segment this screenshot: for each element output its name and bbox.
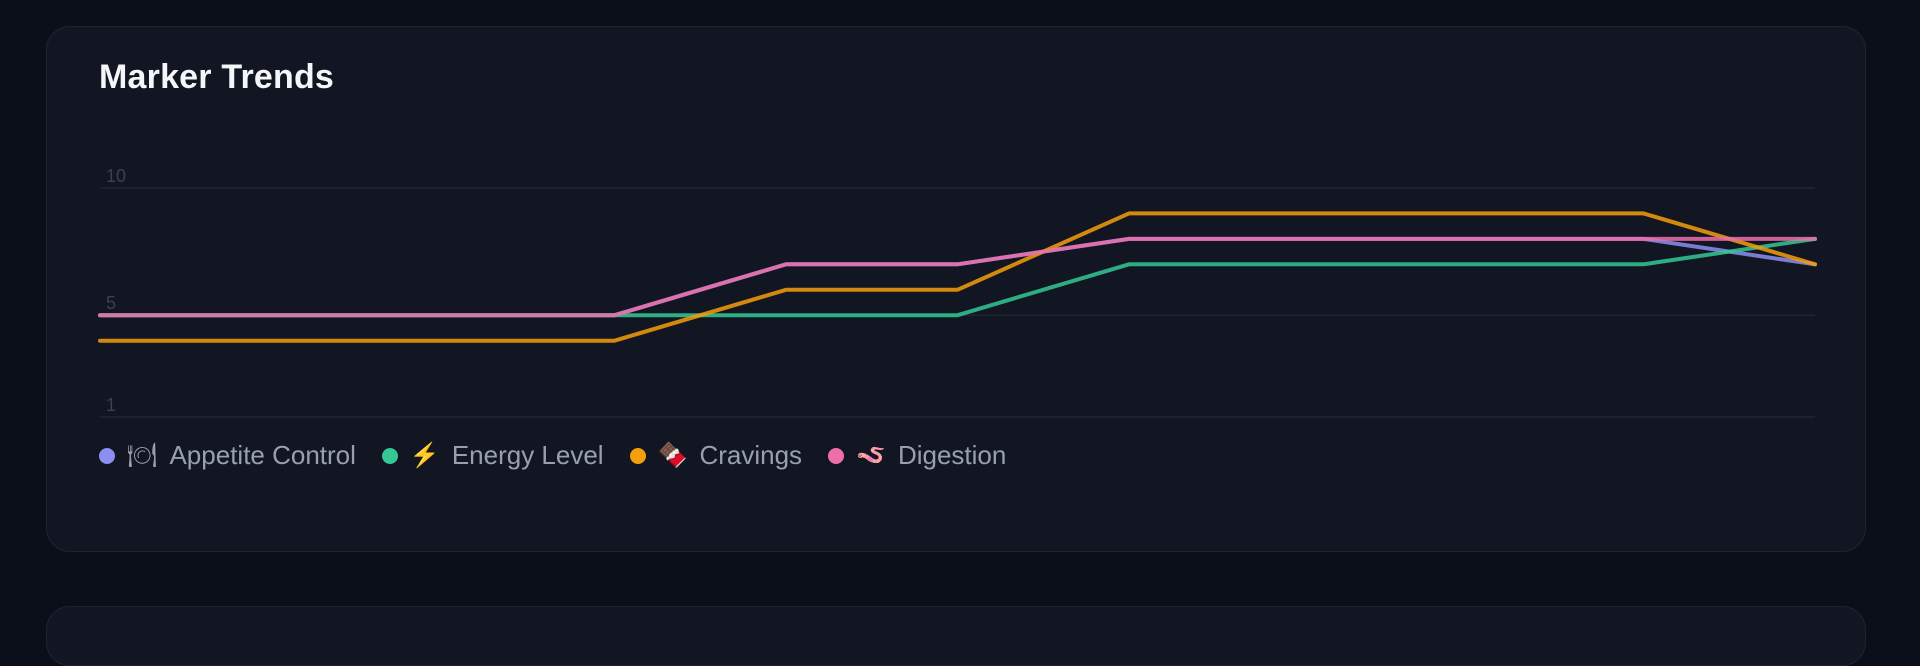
legend-dot bbox=[828, 447, 845, 464]
worm-icon: 🪱 bbox=[856, 441, 886, 469]
legend-item-digestion[interactable]: 🪱 Digestion bbox=[828, 440, 1006, 471]
series-line-cravings[interactable] bbox=[98, 211, 1817, 343]
y-tick-label: 1 bbox=[106, 395, 116, 415]
legend-label: Appetite Control bbox=[169, 440, 356, 470]
legend-dot bbox=[629, 447, 646, 464]
marker-trends-chart: 10 5 1 bbox=[98, 166, 1817, 418]
legend-label: Energy Level bbox=[451, 440, 604, 470]
series-line-digestion[interactable] bbox=[98, 236, 1817, 318]
series-line-appetite-control[interactable] bbox=[98, 236, 1817, 318]
legend-label: Cravings bbox=[699, 440, 803, 470]
plate-icon: 🍽 bbox=[127, 441, 158, 469]
legend-item-cravings[interactable]: 🍫 Cravings bbox=[629, 440, 803, 471]
legend-dot bbox=[381, 447, 398, 464]
y-tick-label: 10 bbox=[106, 166, 126, 186]
lightning-icon: ⚡ bbox=[409, 441, 440, 469]
legend-item-energy-level[interactable]: ⚡ Energy Level bbox=[381, 440, 604, 471]
legend-item-appetite-control[interactable]: 🍽 Appetite Control bbox=[99, 440, 356, 471]
chart-title: Marker Trends bbox=[99, 58, 335, 96]
series-line-energy-level[interactable] bbox=[98, 236, 1817, 318]
legend-dot bbox=[99, 447, 115, 464]
y-tick-label: 5 bbox=[106, 293, 116, 313]
chocolate-icon: 🍫 bbox=[657, 441, 688, 469]
chart-legend: 🍽 Appetite Control ⚡ Energy Level 🍫 Crav… bbox=[99, 440, 1006, 471]
legend-label: Digestion bbox=[897, 440, 1007, 470]
